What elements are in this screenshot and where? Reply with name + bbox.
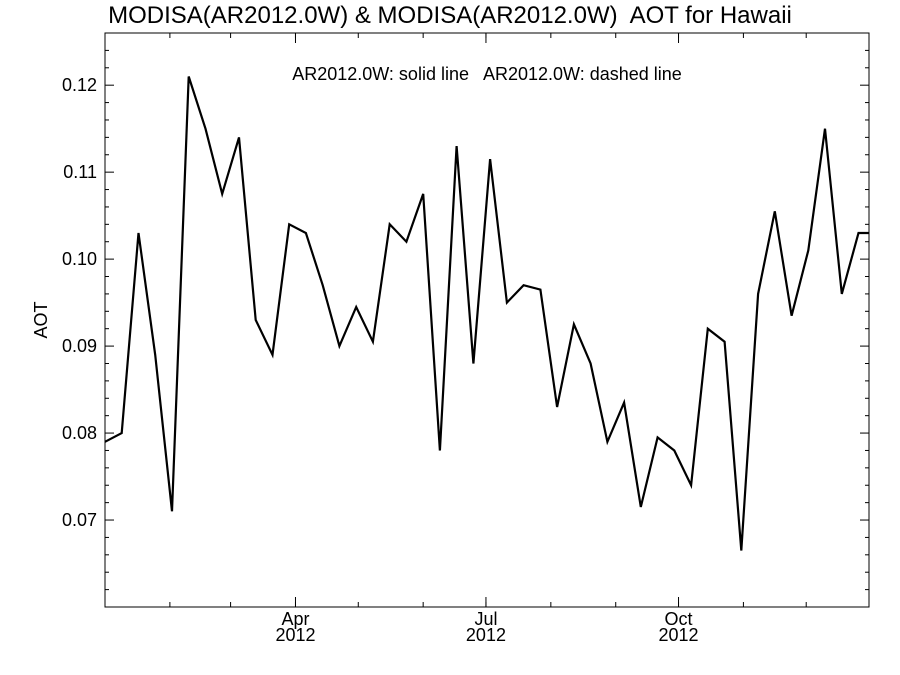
plot-frame [104,32,870,608]
y-tick-label: 0.08 [62,423,97,443]
y-tick-label: 0.10 [62,249,97,269]
x-tick-year-label: 2012 [275,625,315,645]
x-tick-month-label: Jul [474,609,497,629]
chart-title: MODISA(AR2012.0W) & MODISA(AR2012.0W) AO… [108,2,792,29]
x-tick-month-label: Apr [281,609,309,629]
y-tick-label: 0.09 [62,336,97,356]
y-tick-label: 0.12 [62,75,97,95]
y-axis: 0.07 0.08 0.09 0.10 0.11 0.12 [62,75,869,530]
y-tick-label: 0.07 [62,510,97,530]
y-axis-title: AOT [31,301,51,338]
series-layer [104,76,869,551]
x-tick-month-label: Oct [665,609,693,629]
x-tick-year-label: 2012 [658,625,698,645]
y-tick-label: 0.11 [63,162,97,182]
minor-ticks [105,33,869,607]
series-line-solid [104,76,869,551]
x-tick-year-label: 2012 [466,625,506,645]
series-annotation: AR2012.0W: solid line AR2012.0W: dashed … [292,64,682,84]
